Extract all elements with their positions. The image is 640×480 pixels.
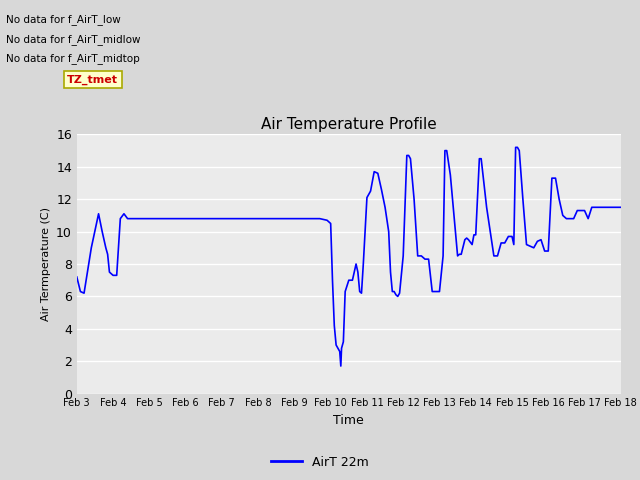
- Y-axis label: Air Termperature (C): Air Termperature (C): [40, 207, 51, 321]
- Text: No data for f_AirT_low: No data for f_AirT_low: [6, 14, 121, 25]
- Text: TZ_tmet: TZ_tmet: [67, 74, 118, 84]
- X-axis label: Time: Time: [333, 414, 364, 427]
- Title: Air Temperature Profile: Air Temperature Profile: [261, 117, 436, 132]
- Legend: AirT 22m: AirT 22m: [266, 451, 374, 474]
- Text: No data for f_AirT_midtop: No data for f_AirT_midtop: [6, 53, 140, 64]
- Text: No data for f_AirT_midlow: No data for f_AirT_midlow: [6, 34, 141, 45]
